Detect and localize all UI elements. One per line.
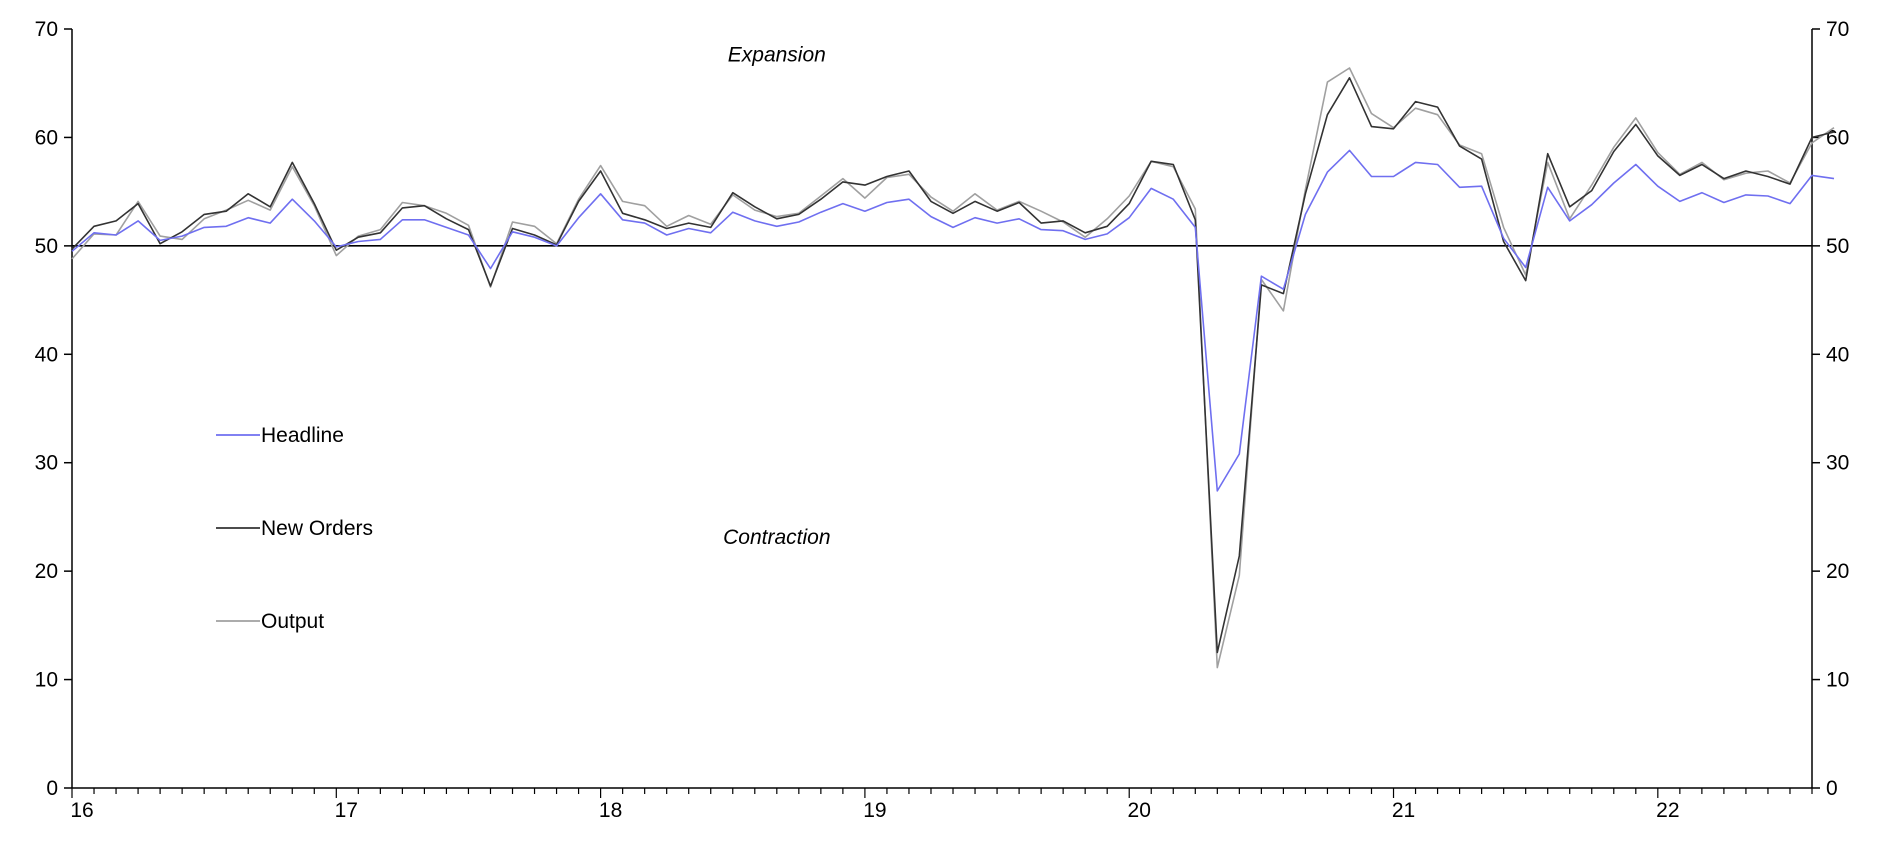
- x-tick-label: 16: [70, 799, 93, 822]
- y-tick-label-left: 50: [35, 235, 58, 258]
- series-lines: [71, 67, 1835, 669]
- legend-label-headline: Headline: [261, 424, 344, 447]
- y-tick-label-left: 20: [35, 560, 58, 583]
- annotation-expansion: Expansion: [728, 44, 826, 67]
- legend-label-output: Output: [261, 610, 324, 633]
- x-tick-label: 19: [863, 799, 886, 822]
- x-tick-label: 21: [1392, 799, 1415, 822]
- series-line-output: [71, 67, 1835, 669]
- annotations: Expansion Contraction: [723, 44, 830, 550]
- y-tick-label-right: 40: [1826, 343, 1849, 366]
- y-tick-label-right: 70: [1826, 18, 1849, 41]
- y-tick-label-left: 40: [35, 343, 58, 366]
- y-tick-label-right: 10: [1826, 669, 1849, 692]
- x-tick-label: 20: [1128, 799, 1151, 822]
- x-tick-label: 22: [1656, 799, 1679, 822]
- y-tick-label-left: 30: [35, 452, 58, 475]
- legend-label-new-orders: New Orders: [261, 517, 373, 540]
- y-tick-label-right: 30: [1826, 452, 1849, 475]
- series-line-headline: [71, 149, 1835, 492]
- annotation-contraction: Contraction: [723, 526, 830, 549]
- y-tick-label-left: 70: [35, 18, 58, 41]
- legend: Headline New Orders Output: [216, 424, 373, 633]
- x-tick-label: 18: [599, 799, 622, 822]
- y-tick-label-right: 50: [1826, 235, 1849, 258]
- series-line-new-orders: [71, 77, 1835, 654]
- x-tick-label: 17: [335, 799, 358, 822]
- y-tick-label-left: 10: [35, 669, 58, 692]
- y-tick-label-left: 60: [35, 126, 58, 149]
- y-tick-label-left: 0: [46, 777, 58, 800]
- y-tick-label-right: 0: [1826, 777, 1838, 800]
- y-tick-label-right: 20: [1826, 560, 1849, 583]
